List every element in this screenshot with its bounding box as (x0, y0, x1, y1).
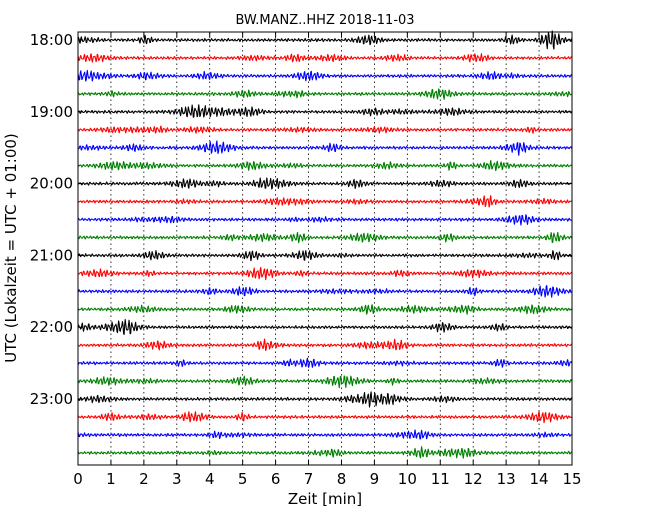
y-axis-title: UTC (Lokalzeit = UTC + 01:00) (2, 133, 20, 363)
trace-1930 (77, 140, 573, 156)
x-tick-label: 8 (337, 470, 347, 488)
trace-2100 (77, 250, 573, 262)
trace-1900 (77, 104, 573, 118)
y-tick-label: 22:00 (30, 318, 73, 336)
trace-2200 (77, 319, 573, 335)
x-tick-label: 9 (370, 470, 380, 488)
plot-frame (77, 31, 573, 466)
trace-1830 (77, 69, 573, 82)
x-tick-label: 15 (562, 470, 581, 488)
x-axis-ticks: 0 1 2 3 4 5 6 7 8 9 10 11 12 13 14 15 (73, 32, 582, 488)
trace-2300 (77, 391, 573, 408)
trace-1800 (77, 30, 573, 50)
y-axis-ticks: 18:00 19:00 20:00 21:00 22:00 23:00 (30, 31, 572, 408)
trace-2145 (77, 304, 573, 315)
chart-title: BW.MANZ..HHZ 2018-11-03 (235, 13, 414, 28)
x-axis-title: Zeit [min] (288, 490, 362, 508)
trace-2245 (77, 375, 573, 389)
trace-1815 (77, 53, 573, 63)
x-tick-label: 6 (271, 470, 281, 488)
x-tick-label: 11 (431, 470, 450, 488)
x-tick-label: 12 (464, 470, 483, 488)
x-tick-label: 10 (398, 470, 417, 488)
x-tick-label: 0 (73, 470, 83, 488)
trace-2315 (77, 410, 573, 424)
x-tick-label: 7 (304, 470, 314, 488)
trace-1845 (77, 88, 573, 100)
y-tick-label: 23:00 (30, 390, 73, 408)
trace-2215 (77, 338, 573, 352)
x-tick-label: 3 (172, 470, 182, 488)
trace-2030 (77, 214, 573, 226)
vertical-gridlines (110, 32, 540, 465)
x-tick-label: 5 (238, 470, 248, 488)
x-tick-label: 14 (530, 470, 549, 488)
y-tick-label: 19:00 (30, 103, 73, 121)
trace-2000 (77, 177, 573, 190)
x-tick-label: 2 (139, 470, 149, 488)
seismic-traces (77, 30, 573, 459)
y-tick-label: 21:00 (30, 246, 73, 264)
trace-2045 (77, 231, 573, 244)
trace-2130 (77, 285, 573, 298)
y-tick-label: 18:00 (30, 31, 73, 49)
trace-1945 (77, 159, 573, 172)
x-tick-label: 13 (497, 470, 516, 488)
trace-2330 (77, 429, 573, 440)
trace-2015 (77, 195, 573, 208)
trace-2345 (77, 446, 573, 459)
x-tick-label: 1 (106, 470, 116, 488)
x-tick-label: 4 (205, 470, 215, 488)
trace-1915 (77, 125, 573, 134)
y-tick-label: 20:00 (30, 175, 73, 193)
trace-2230 (77, 357, 573, 368)
trace-2115 (77, 266, 573, 281)
